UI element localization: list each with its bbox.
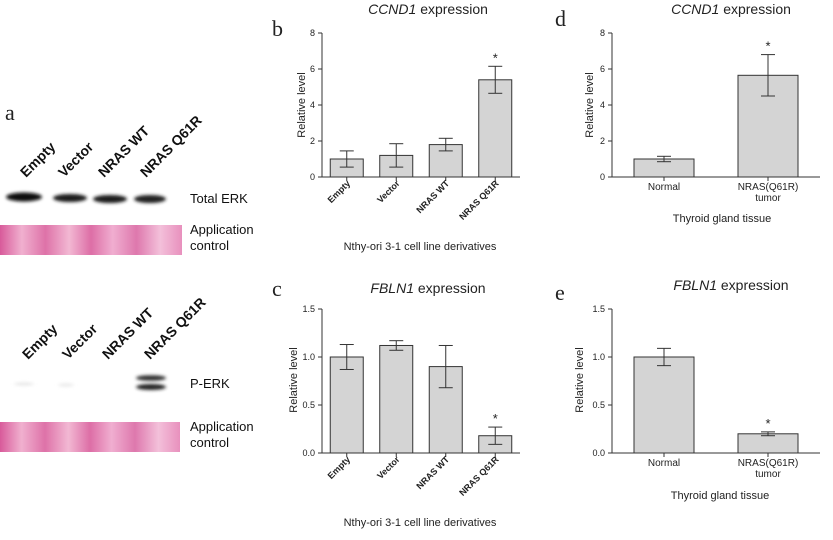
y-tick-label: 0.5 (592, 400, 605, 410)
y-tick-label: 2 (600, 136, 605, 146)
x-category-label: Normal (648, 458, 680, 469)
y-tick-label: 1.5 (592, 304, 605, 314)
blot-band (134, 195, 166, 203)
x-category-label: Vector (375, 178, 402, 205)
chart-title: CCND1 expression (671, 1, 791, 17)
bottom-lane-label: Vector (59, 320, 101, 362)
application-control-label: Application (190, 419, 254, 434)
y-tick-label: 1.5 (302, 304, 315, 314)
top-lane-label: NRAS Q61R (137, 112, 205, 180)
application-control-strip (0, 225, 182, 255)
top-lane-label: Vector (55, 138, 97, 180)
x-category-label: NRAS(Q61R) (738, 182, 799, 193)
chart-panel-e: e FBLN1 expression Relative level Thyroi… (555, 277, 820, 502)
x-axis-label: Thyroid gland tissue (673, 213, 771, 225)
y-tick-label: 4 (600, 100, 605, 110)
y-tick-label: 8 (600, 28, 605, 38)
blot-band (93, 195, 127, 203)
panel-letter-c: c (272, 276, 282, 301)
blot-band (53, 194, 87, 202)
significance-star: * (765, 39, 770, 54)
y-tick-label: 1.0 (592, 352, 605, 362)
total-erk-label: Total ERK (190, 191, 248, 206)
x-category-label: NRAS WT (414, 454, 451, 491)
panel-letter-a: a (5, 100, 15, 125)
blot-band-faint (58, 383, 74, 387)
chart-title: FBLN1 expression (370, 280, 485, 296)
total-erk-bands (6, 192, 166, 203)
y-tick-label: 1.0 (302, 352, 315, 362)
significance-star: * (765, 416, 770, 431)
blot-band (136, 384, 166, 390)
x-category-label: NRAS Q61R (457, 178, 501, 222)
y-tick-label: 6 (600, 64, 605, 74)
x-category-label: NRAS WT (414, 178, 451, 215)
y-tick-label: 0.0 (592, 448, 605, 458)
x-category-label-line2: tumor (755, 469, 781, 480)
p-erk-bands (14, 375, 166, 390)
bottom-lane-label: NRAS Q61R (141, 294, 209, 362)
x-category-label: Empty (326, 178, 353, 205)
chart-panel-d: d CCND1 expression Relative level Thyroi… (555, 1, 820, 225)
y-axis-label: Relative level (296, 72, 308, 137)
x-axis-label: Thyroid gland tissue (671, 490, 769, 502)
bottom-lane-label: Empty (19, 320, 61, 362)
chart-title: CCND1 expression (368, 1, 488, 17)
blot-band (136, 375, 166, 381)
y-tick-label: 2 (310, 136, 315, 146)
significance-star: * (493, 411, 498, 426)
y-axis-label: Relative level (288, 347, 300, 412)
y-tick-label: 8 (310, 28, 315, 38)
blot-band (6, 192, 42, 202)
bar (737, 433, 799, 454)
y-tick-label: 0.0 (302, 448, 315, 458)
application-control-label: Application (190, 222, 254, 237)
bar (633, 356, 695, 454)
bar (478, 79, 513, 178)
y-tick-label: 6 (310, 64, 315, 74)
x-category-label: Normal (648, 182, 680, 193)
x-category-label: NRAS(Q61R) (738, 458, 799, 469)
panel-letter-e: e (555, 280, 565, 305)
application-control-label: control (190, 435, 229, 450)
chart-panel-b: b CCND1 expression Relative level Nthy-o… (272, 1, 520, 253)
panel-letter-d: d (555, 6, 566, 31)
chart-panel-c: c FBLN1 expression Relative level Nthy-o… (272, 276, 520, 529)
bar (379, 344, 414, 454)
blot-band-faint (14, 382, 34, 386)
y-tick-label: 0 (600, 172, 605, 182)
p-erk-label: P-ERK (190, 376, 230, 391)
x-category-label: NRAS Q61R (457, 454, 501, 498)
application-control-strip (0, 422, 180, 452)
significance-star: * (493, 50, 498, 65)
top-lane-label: Empty (17, 138, 59, 180)
y-tick-label: 0 (310, 172, 315, 182)
x-category-label: Empty (326, 454, 353, 481)
y-tick-label: 0.5 (302, 400, 315, 410)
x-axis-label: Nthy-ori 3-1 cell line derivatives (344, 517, 497, 529)
y-axis-label: Relative level (584, 72, 596, 137)
bar (329, 356, 364, 454)
x-category-label-line2: tumor (755, 193, 781, 204)
panel-letter-b: b (272, 16, 283, 41)
panel-a: a Empty Vector NRAS WT NRAS Q61R Total E… (0, 100, 254, 452)
chart-title: FBLN1 expression (673, 277, 788, 293)
application-control-label: control (190, 238, 229, 253)
y-axis-label: Relative level (574, 347, 586, 412)
y-tick-label: 4 (310, 100, 315, 110)
x-category-label: Vector (375, 454, 402, 481)
x-axis-label: Nthy-ori 3-1 cell line derivatives (344, 241, 497, 253)
